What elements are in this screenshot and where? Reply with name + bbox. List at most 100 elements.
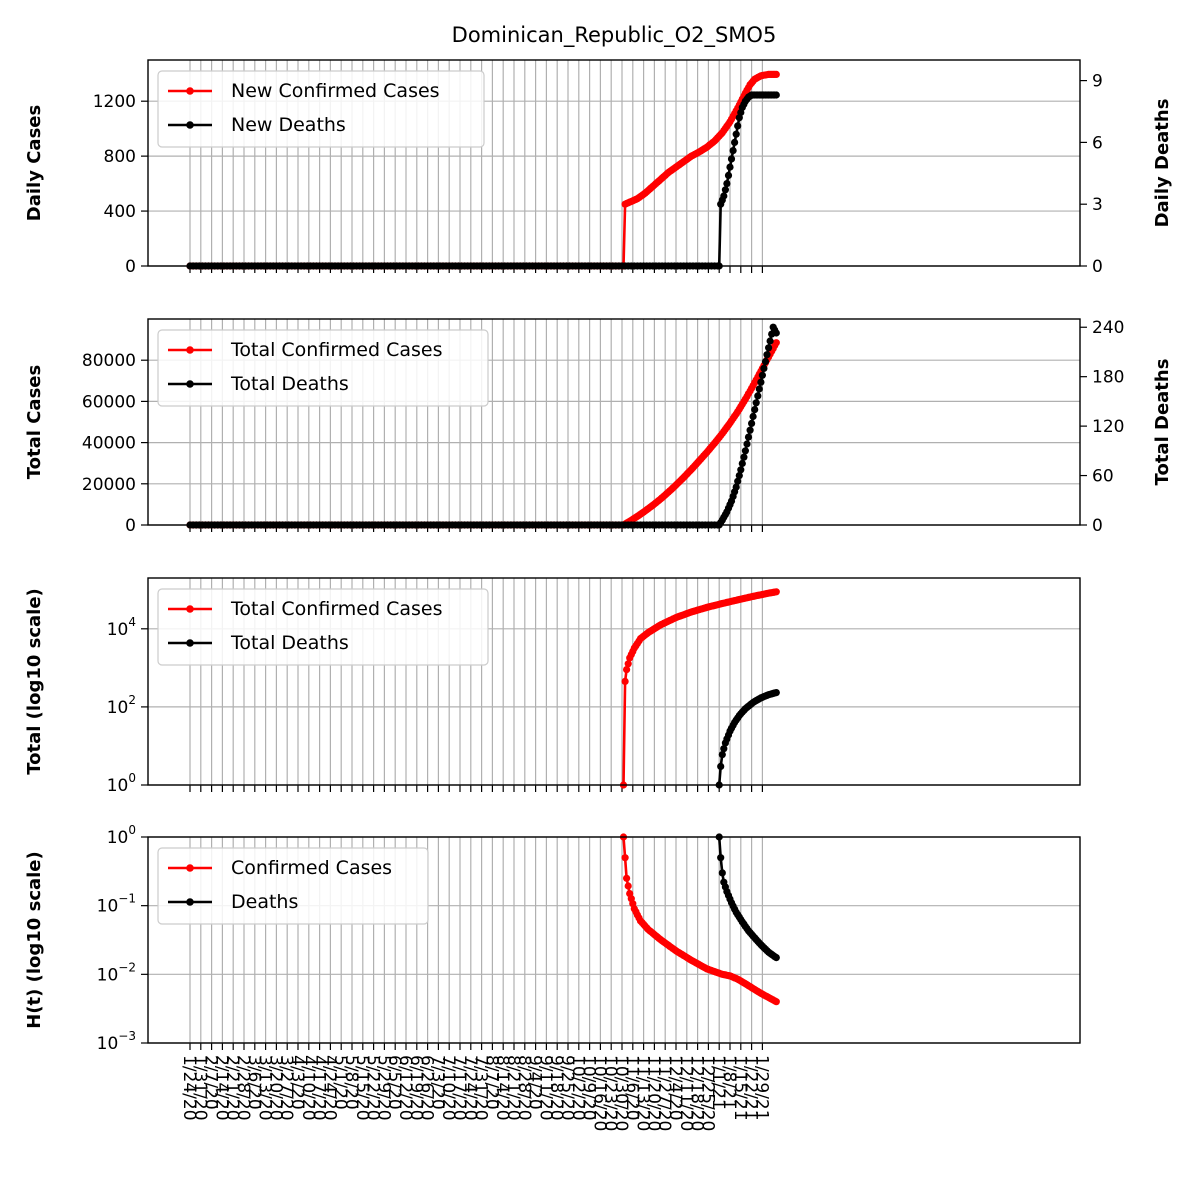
- x-tick-label: 7/3/20: [427, 1055, 447, 1110]
- data-point: [720, 192, 728, 200]
- x-tick-label: 12/4/20: [665, 1055, 685, 1121]
- x-tick-label: 4/17/20: [309, 1055, 329, 1121]
- data-point: [623, 874, 631, 882]
- data-point: [772, 588, 780, 596]
- chart-title: Dominican_Republic_O2_SMO5: [452, 23, 777, 48]
- series-markers: [715, 689, 780, 789]
- data-point: [748, 419, 756, 427]
- data-point: [621, 854, 629, 862]
- x-tick-label: 6/26/20: [417, 1055, 437, 1121]
- legend-entry: Total Deaths: [230, 373, 349, 395]
- data-point: [765, 344, 773, 352]
- y-tick-label-base: 10: [107, 698, 129, 718]
- x-tick-label: 2/14/20: [211, 1055, 231, 1121]
- y-tick-label: 100: [107, 771, 136, 796]
- y-tick-label-exponent: 0: [128, 771, 136, 785]
- data-point: [749, 412, 757, 421]
- x-tick-label: 12/18/20: [687, 1055, 707, 1131]
- data-point: [735, 472, 743, 480]
- legend-entry: Confirmed Cases: [231, 857, 392, 879]
- data-point: [718, 751, 726, 759]
- y2-axis-label: Total Deaths: [1152, 359, 1173, 486]
- legend: Total Confirmed Cases Total Deaths: [157, 329, 489, 407]
- x-tick-label: 2/28/20: [233, 1055, 253, 1121]
- plot-frame: [147, 836, 1081, 1044]
- x-tick-label: 12/25/20: [697, 1055, 717, 1131]
- x-tick-label: 6/12/20: [395, 1055, 415, 1121]
- data-point: [717, 854, 725, 862]
- x-tick-label: 9/11/20: [535, 1055, 555, 1121]
- data-point: [761, 358, 770, 366]
- y-tick-label: 104: [107, 615, 136, 640]
- data-point: [621, 677, 629, 686]
- data-point: [772, 91, 780, 99]
- legend-marker: [186, 87, 194, 95]
- data-point: [731, 138, 739, 146]
- x-tick-label: 11/13/20: [633, 1055, 653, 1131]
- data-point: [758, 371, 767, 379]
- x-tick-label: 8/21/20: [503, 1055, 523, 1121]
- data-point: [772, 70, 780, 78]
- x-tick-label: 11/20/20: [643, 1055, 663, 1131]
- y-tick-label: 10−3: [97, 1029, 136, 1054]
- y2-tick-label: 6: [1092, 133, 1103, 153]
- y-tick-label: 60000: [82, 392, 136, 412]
- legend-marker: [186, 121, 194, 129]
- data-point: [752, 399, 760, 407]
- y-axis-label: Total Cases: [24, 365, 45, 479]
- y2-tick-label: 9: [1092, 72, 1103, 92]
- series-markers: [619, 588, 780, 789]
- y-tick-label-base: 10: [107, 776, 129, 796]
- data-point: [732, 130, 740, 138]
- legend-marker: [186, 605, 194, 613]
- data-point: [738, 459, 746, 468]
- legend-marker: [186, 380, 194, 388]
- plot-frame: [147, 59, 1081, 267]
- plot-frame: [147, 577, 1081, 786]
- x-tick-label: 4/3/20: [287, 1055, 307, 1110]
- x-tick-label: 7/24/20: [460, 1055, 480, 1121]
- y-axis-label: H(t) (log10 scale): [24, 851, 45, 1029]
- legend-box: [157, 329, 489, 407]
- x-tick-label: 1/22/21: [741, 1055, 761, 1121]
- panel-daily: 0 400 800 1200 0 3 6 9 Daily Cases Daily Deaths Ne…: [24, 59, 1173, 277]
- data-point: [772, 998, 780, 1006]
- data-point: [772, 329, 780, 337]
- data-point: [718, 869, 726, 877]
- x-tick-label: 7/17/20: [449, 1055, 469, 1121]
- y2-tick-label: 3: [1092, 195, 1103, 215]
- y-tick-label: 800: [104, 147, 136, 167]
- data-point: [624, 882, 632, 890]
- x-tick-label: 8/14/20: [492, 1055, 512, 1121]
- x-tick-label: 7/10/20: [438, 1055, 458, 1121]
- x-tick-label: 1/1/21: [708, 1055, 728, 1110]
- x-tick-label: 9/18/20: [546, 1055, 566, 1121]
- plot-frame: [147, 318, 1081, 526]
- y-tick-label-base: 10: [107, 620, 129, 640]
- y-tick-label-exponent: 4: [128, 615, 136, 629]
- y2-tick-label: 0: [1092, 516, 1103, 536]
- y-tick-label: 400: [104, 202, 136, 222]
- data-point: [624, 660, 632, 668]
- x-tick-label: 11/6/20: [622, 1055, 642, 1121]
- data-point: [763, 351, 771, 359]
- data-point: [746, 426, 754, 434]
- y-tick-label-base: 10: [97, 897, 119, 917]
- y2-tick-label: 0: [1092, 257, 1103, 277]
- legend: Confirmed Cases Deaths: [157, 847, 429, 925]
- legend-marker: [186, 346, 194, 354]
- x-tick-label: 3/20/20: [265, 1055, 285, 1121]
- data-point: [755, 385, 763, 393]
- data-point: [757, 378, 765, 386]
- data-point: [729, 147, 737, 155]
- data-point: [772, 339, 780, 347]
- x-tick-label: 4/10/20: [298, 1055, 318, 1121]
- x-tick-label: 10/16/20: [589, 1055, 609, 1131]
- data-point: [751, 406, 759, 414]
- y-tick-label: 80000: [82, 351, 136, 371]
- x-tick-label: 10/9/20: [579, 1055, 599, 1121]
- panel-total: 0 20000 40000 60000 80000 0 60 120 180 240 Total C…: [24, 318, 1173, 536]
- y-tick-label-base: 10: [97, 965, 119, 985]
- x-tick-label: 12/11/20: [676, 1055, 696, 1131]
